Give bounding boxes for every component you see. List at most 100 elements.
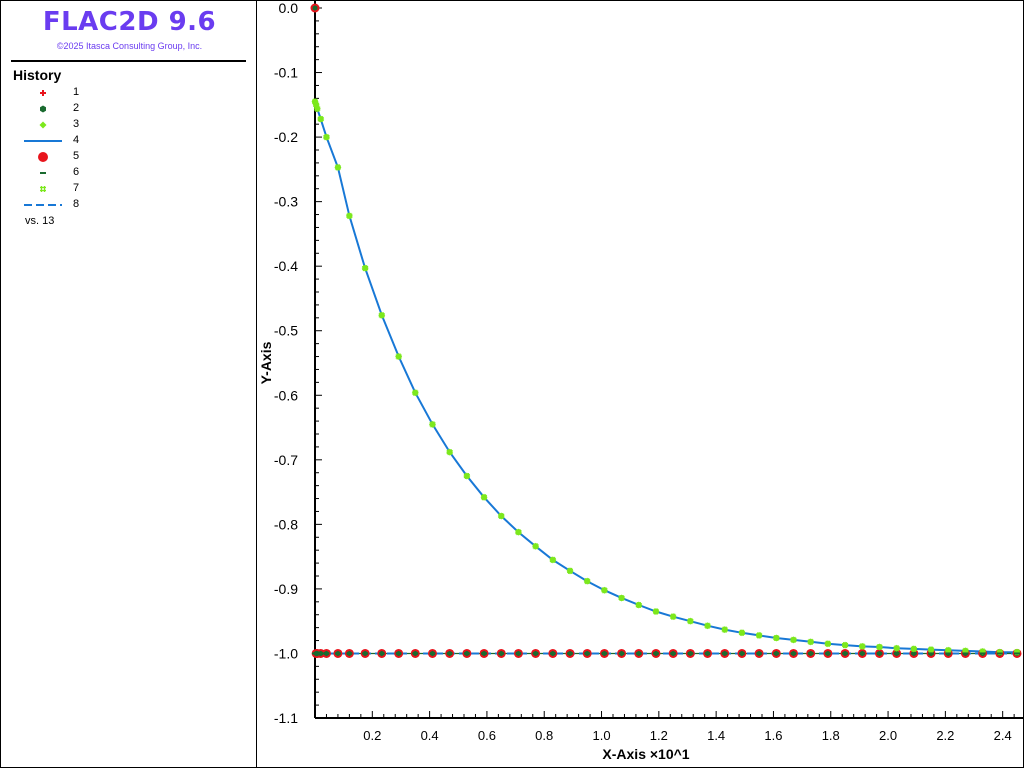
data-point-s7: [346, 212, 353, 219]
data-point-s3: [790, 636, 798, 644]
data-point-s7: [687, 618, 694, 625]
y-tick-label: -0.6: [274, 387, 298, 403]
y-tick-label: -0.2: [274, 129, 298, 145]
data-point-s7: [549, 556, 556, 563]
data-point-s7: [312, 98, 318, 105]
data-point-s3: [600, 586, 608, 594]
legend-vs-label: vs. 13: [25, 215, 55, 227]
data-point-s3: [772, 634, 780, 642]
data-point-s7: [859, 643, 866, 650]
solid-line-icon: [24, 140, 62, 142]
legend-title: History: [13, 67, 62, 83]
hexagon-marker-icon: [40, 105, 46, 113]
data-point-s7: [567, 567, 574, 574]
x-tick-label: 1.4: [707, 728, 725, 743]
data-point-s7: [738, 629, 745, 636]
legend-label: 7: [73, 182, 80, 194]
y-tick-label: 0.0: [279, 0, 299, 16]
x-axis-label: X-Axis ×10^1: [602, 746, 689, 762]
data-point-s7: [807, 638, 814, 645]
dashed-line-icon: [24, 204, 62, 206]
data-point-s7: [446, 449, 453, 456]
hash-marker-icon: [40, 186, 46, 192]
series-line-4: [314, 101, 1017, 654]
data-point-s7: [773, 634, 780, 641]
legend-label: 3: [73, 118, 80, 130]
data-point-s7: [670, 613, 677, 620]
legend-label: 2: [73, 102, 80, 114]
data-point-s7: [876, 644, 883, 650]
data-point-s7: [756, 632, 763, 639]
data-point-s3: [322, 133, 330, 141]
y-tick-label: -0.7: [274, 452, 298, 468]
legend-label: 1: [73, 86, 80, 98]
dash-marker-icon: [40, 172, 46, 174]
y-tick-label: -1.1: [274, 710, 298, 726]
data-point-s7: [498, 512, 505, 519]
data-point-s7: [618, 594, 625, 601]
legend-item-6: 6: [1, 165, 241, 181]
data-point-s7: [979, 648, 986, 655]
x-tick-label: 2.2: [936, 728, 954, 743]
data-point-s3: [334, 163, 342, 171]
data-point-s3: [686, 617, 694, 625]
x-tick-label: 0.4: [421, 728, 439, 743]
data-point-s3: [669, 613, 677, 621]
data-point-s7: [323, 134, 330, 141]
x-tick-label: 1.6: [764, 728, 782, 743]
data-point-s3: [721, 626, 729, 634]
app-title: FLAC2D 9.6: [42, 7, 217, 37]
data-point-s7: [362, 265, 369, 272]
data-point-s7: [314, 105, 321, 112]
y-tick-label: -0.3: [274, 194, 298, 210]
legend-label: 6: [73, 166, 80, 178]
legend-item-8: 8: [1, 197, 241, 213]
data-point-s3: [824, 640, 832, 648]
circle-marker-icon: [38, 152, 48, 162]
data-point-s7: [601, 587, 608, 594]
legend-item-2: 2: [1, 101, 241, 117]
y-axis-label: Y-Axis: [258, 341, 274, 384]
data-point-s7: [893, 645, 900, 652]
data-point-s3: [317, 115, 325, 123]
y-tick-label: -0.1: [274, 65, 298, 81]
data-point-s7: [824, 640, 831, 647]
data-point-s7: [313, 101, 320, 108]
x-tick-label: 2.4: [994, 728, 1012, 743]
legend-item-1: 1: [1, 85, 241, 101]
legend-label: 4: [73, 134, 80, 146]
data-point-s3: [755, 631, 763, 639]
data-point-s7: [721, 626, 728, 633]
x-tick-label: 1.0: [592, 728, 610, 743]
data-point-s3: [858, 642, 866, 650]
data-point-s7: [532, 543, 539, 550]
y-tick-label: -0.9: [274, 581, 298, 597]
data-point-s7: [790, 636, 797, 643]
y-tick-label: -1.0: [274, 645, 298, 661]
data-point-s3: [841, 641, 849, 649]
copyright-notice: ©2025 Itasca Consulting Group, Inc.: [56, 41, 203, 51]
data-point-s7: [515, 529, 522, 536]
data-point-s7: [317, 116, 324, 123]
data-point-s7: [481, 494, 488, 501]
legend-panel: FLAC2D 9.6 ©2025 Itasca Consulting Group…: [1, 1, 257, 767]
x-tick-label: 2.0: [879, 728, 897, 743]
data-point-s7: [996, 649, 1003, 656]
data-point-s7: [928, 646, 935, 653]
history-plot: 0.0 -0.1 -0.2 -0.3 -0.4 -0.5 -0.6 -0.7 -0.8 -0.9 -…: [258, 0, 1023, 762]
data-point-s7: [945, 647, 952, 654]
y-tick-label: -0.8: [274, 516, 298, 532]
y-tick-label: -0.5: [274, 323, 298, 339]
data-point-s7: [378, 312, 385, 319]
data-point-s3: [361, 264, 369, 272]
y-tick-label: -0.4: [274, 258, 298, 274]
legend-item-5: 5: [1, 149, 241, 165]
data-point-s3: [395, 353, 403, 361]
data-point-s7: [635, 602, 642, 609]
x-tick-label: 0.6: [478, 728, 496, 743]
legend-item-3: 3: [1, 117, 241, 133]
legend-item-4: 4: [1, 133, 241, 149]
diamond-marker-icon: [39, 121, 47, 129]
data-point-s3: [378, 311, 386, 319]
data-point-s7: [962, 647, 969, 654]
